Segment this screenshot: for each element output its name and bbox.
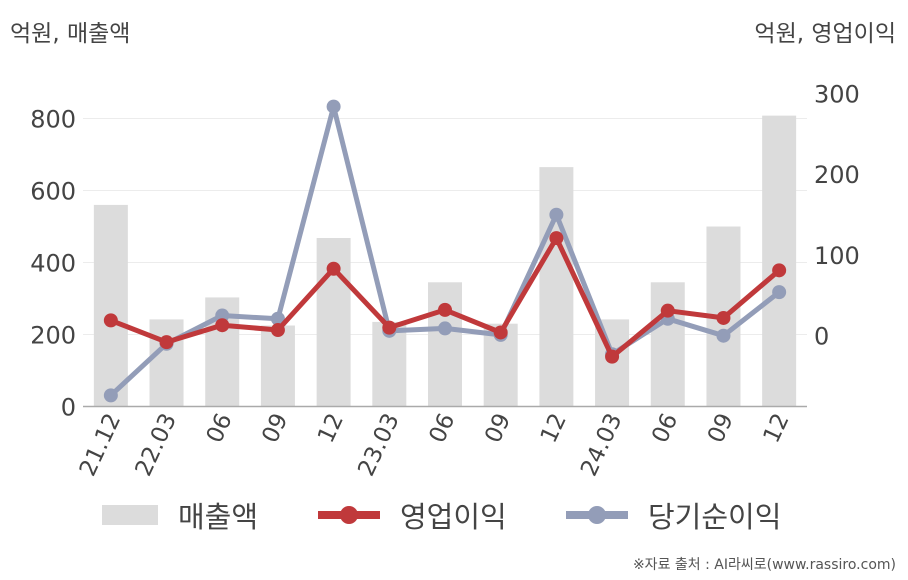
point-operating-profit (103, 313, 118, 328)
point-net-income (716, 328, 731, 343)
point-operating-profit (270, 323, 285, 338)
right-tick-label: 300 (814, 81, 860, 109)
legend-swatch-net-income (566, 505, 628, 525)
bar (762, 115, 797, 407)
x-tick-label: 09 (703, 410, 739, 448)
left-tick-label: 600 (30, 178, 76, 206)
x-tick-label: 06 (647, 410, 683, 448)
bar (428, 282, 462, 407)
x-tick-label: 12 (313, 410, 349, 448)
right-tick-label: 0 (814, 323, 829, 351)
x-tick-label: 21.12 (75, 410, 126, 481)
point-operating-profit (382, 320, 397, 335)
point-operating-profit (159, 335, 174, 350)
x-tick-label: 12 (759, 410, 795, 448)
point-operating-profit (493, 325, 508, 340)
x-tick-label: 06 (424, 410, 460, 448)
x-tick-label: 06 (202, 410, 238, 448)
point-operating-profit (215, 318, 230, 333)
point-net-income (772, 285, 787, 300)
bar (539, 167, 574, 407)
bar (650, 282, 685, 407)
point-operating-profit (772, 263, 787, 278)
legend-item-revenue: 매출액 (102, 493, 258, 537)
left-axis-unit: 억원, 매출액 (10, 21, 131, 47)
legend: 매출액 영업이익 당기순이익 (0, 493, 908, 537)
point-net-income (438, 321, 452, 336)
point-net-income (270, 311, 285, 326)
legend-swatch-operating-profit (318, 505, 380, 525)
left-tick-label: 200 (30, 322, 76, 350)
legend-item-operating-profit: 영업이익 (318, 493, 507, 537)
bar (260, 325, 295, 407)
left-tick-label: 0 (61, 394, 76, 422)
point-operating-profit (716, 310, 731, 325)
left-tick-label: 400 (30, 250, 76, 278)
legend-item-net-income: 당기순이익 (566, 493, 781, 537)
legend-label-revenue: 매출액 (178, 500, 259, 534)
point-net-income (215, 308, 230, 323)
point-operating-profit (326, 261, 341, 276)
legend-label-operating-profit: 영업이익 (400, 500, 507, 534)
x-tick-label: 09 (257, 410, 293, 448)
left-tick-label: 800 (30, 106, 76, 134)
point-net-income (549, 207, 564, 222)
x-tick-label: 09 (480, 410, 516, 448)
point-net-income (103, 388, 118, 403)
legend-swatch-revenue (102, 505, 158, 525)
x-tick-label: 24.03 (576, 410, 627, 481)
point-operating-profit (660, 303, 675, 318)
bar (149, 319, 184, 407)
bar (93, 204, 128, 407)
right-tick-label: 200 (814, 161, 860, 189)
source-credit: ※자료 출처 : AI라씨로(www.rassiro.com) (632, 557, 896, 573)
point-operating-profit (438, 302, 452, 317)
right-axis-unit: 억원, 영업이익 (754, 21, 896, 47)
point-operating-profit (605, 349, 620, 364)
point-operating-profit (549, 231, 564, 246)
x-tick-label: 12 (536, 410, 572, 448)
x-tick-label: 23.03 (353, 410, 404, 481)
point-net-income (326, 99, 341, 114)
x-tick-label: 22.03 (131, 410, 182, 481)
legend-label-net-income: 당기순이익 (648, 500, 782, 534)
right-tick-label: 100 (814, 242, 860, 270)
